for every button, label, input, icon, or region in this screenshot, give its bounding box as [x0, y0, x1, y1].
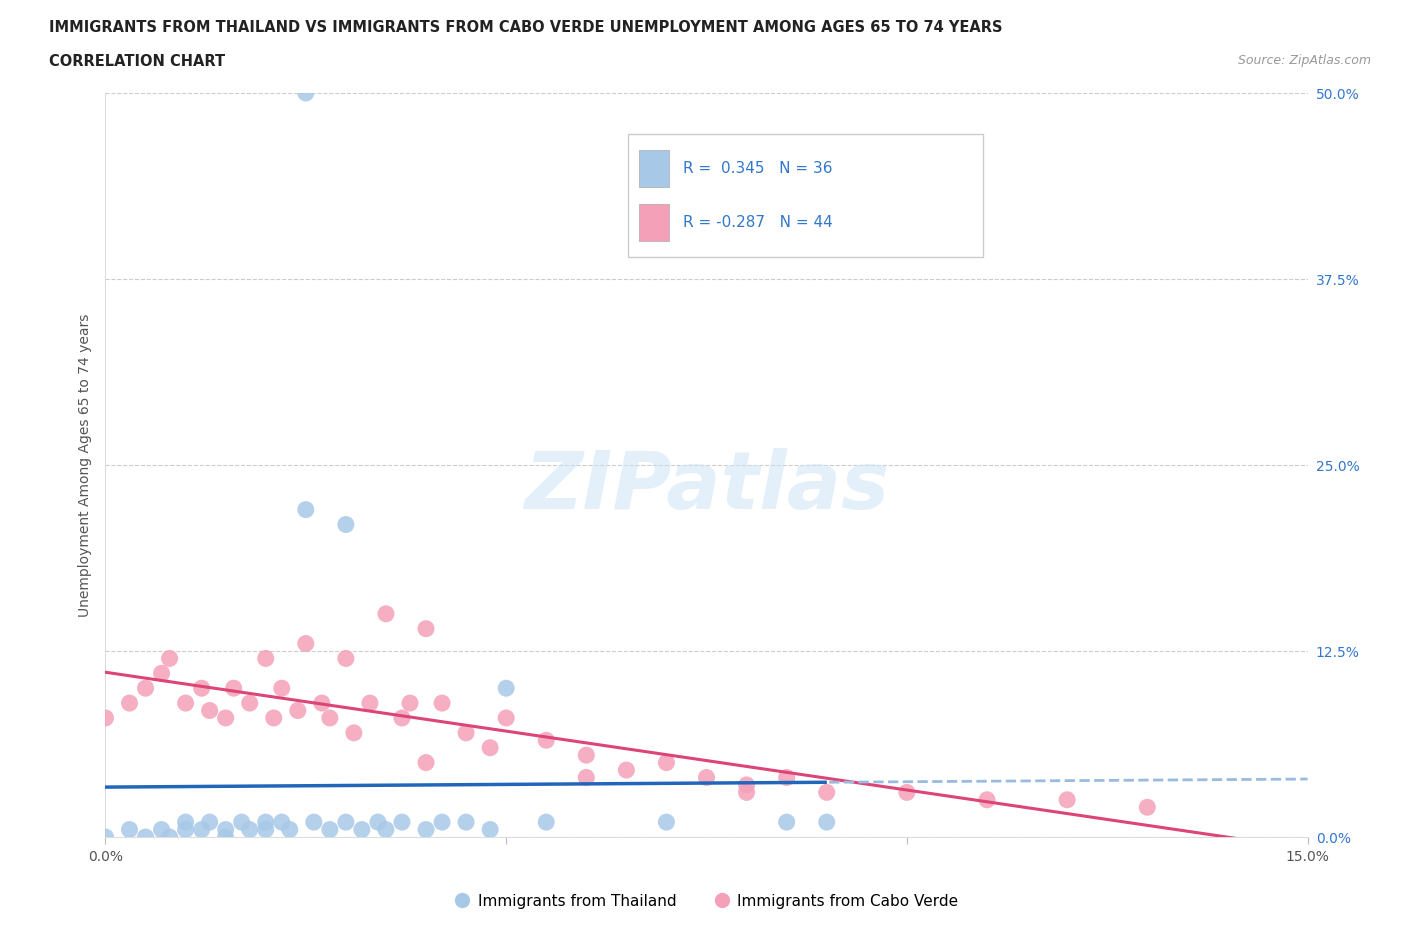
- Text: ZIPatlas: ZIPatlas: [524, 448, 889, 526]
- Point: [214, 822, 236, 837]
- Point: [295, 636, 318, 651]
- Point: [1056, 792, 1078, 807]
- Point: [391, 815, 413, 830]
- Point: [415, 621, 437, 636]
- Point: [118, 696, 141, 711]
- FancyBboxPatch shape: [628, 134, 983, 257]
- Point: [430, 696, 453, 711]
- Point: [198, 815, 221, 830]
- Point: [135, 681, 157, 696]
- Point: [263, 711, 285, 725]
- Point: [776, 770, 799, 785]
- Point: [696, 770, 718, 785]
- Point: [815, 785, 838, 800]
- Point: [454, 725, 477, 740]
- Point: [430, 815, 453, 830]
- Point: [616, 763, 638, 777]
- Point: [254, 815, 277, 830]
- Point: [374, 822, 398, 837]
- Point: [239, 822, 262, 837]
- Point: [302, 815, 325, 830]
- Point: [295, 502, 318, 517]
- Point: [270, 681, 292, 696]
- Point: [575, 770, 598, 785]
- Point: [254, 822, 277, 837]
- Point: [367, 815, 389, 830]
- Text: R =  0.345   N = 36: R = 0.345 N = 36: [683, 161, 832, 176]
- Point: [319, 711, 342, 725]
- Point: [415, 822, 437, 837]
- Point: [94, 830, 117, 844]
- Text: CORRELATION CHART: CORRELATION CHART: [49, 54, 225, 69]
- Text: Source: ZipAtlas.com: Source: ZipAtlas.com: [1237, 54, 1371, 67]
- Point: [214, 711, 236, 725]
- Point: [198, 703, 221, 718]
- Point: [159, 830, 181, 844]
- Point: [190, 822, 212, 837]
- Point: [174, 815, 197, 830]
- Point: [135, 830, 157, 844]
- Bar: [638, 204, 669, 241]
- Text: R = -0.287   N = 44: R = -0.287 N = 44: [683, 215, 834, 230]
- Point: [735, 777, 758, 792]
- Point: [374, 606, 398, 621]
- Point: [479, 740, 502, 755]
- Point: [575, 748, 598, 763]
- Point: [231, 815, 253, 830]
- Point: [815, 815, 838, 830]
- Point: [399, 696, 422, 711]
- Point: [391, 711, 413, 725]
- Point: [239, 696, 262, 711]
- Point: [335, 815, 357, 830]
- Point: [454, 815, 477, 830]
- Point: [270, 815, 292, 830]
- Point: [159, 651, 181, 666]
- Point: [335, 517, 357, 532]
- Point: [190, 681, 212, 696]
- Text: IMMIGRANTS FROM THAILAND VS IMMIGRANTS FROM CABO VERDE UNEMPLOYMENT AMONG AGES 6: IMMIGRANTS FROM THAILAND VS IMMIGRANTS F…: [49, 20, 1002, 35]
- Point: [311, 696, 333, 711]
- Point: [655, 755, 678, 770]
- Y-axis label: Unemployment Among Ages 65 to 74 years: Unemployment Among Ages 65 to 74 years: [79, 313, 93, 617]
- Point: [479, 822, 502, 837]
- Point: [319, 822, 342, 837]
- Point: [94, 711, 117, 725]
- Point: [335, 651, 357, 666]
- Point: [776, 815, 799, 830]
- Bar: [638, 150, 669, 187]
- Point: [150, 666, 173, 681]
- Point: [278, 822, 301, 837]
- Point: [295, 86, 318, 100]
- Point: [214, 830, 236, 844]
- Point: [495, 711, 517, 725]
- Point: [976, 792, 998, 807]
- Point: [174, 696, 197, 711]
- Point: [495, 681, 517, 696]
- Legend: Immigrants from Thailand, Immigrants from Cabo Verde: Immigrants from Thailand, Immigrants fro…: [449, 888, 965, 915]
- Point: [896, 785, 918, 800]
- Point: [343, 725, 366, 740]
- Point: [222, 681, 245, 696]
- Point: [1136, 800, 1159, 815]
- Point: [735, 785, 758, 800]
- Point: [350, 822, 373, 837]
- Point: [118, 822, 141, 837]
- Point: [254, 651, 277, 666]
- Point: [287, 703, 309, 718]
- Point: [655, 815, 678, 830]
- Point: [534, 815, 557, 830]
- Point: [359, 696, 381, 711]
- Point: [150, 822, 173, 837]
- Point: [415, 755, 437, 770]
- Point: [174, 822, 197, 837]
- Point: [534, 733, 557, 748]
